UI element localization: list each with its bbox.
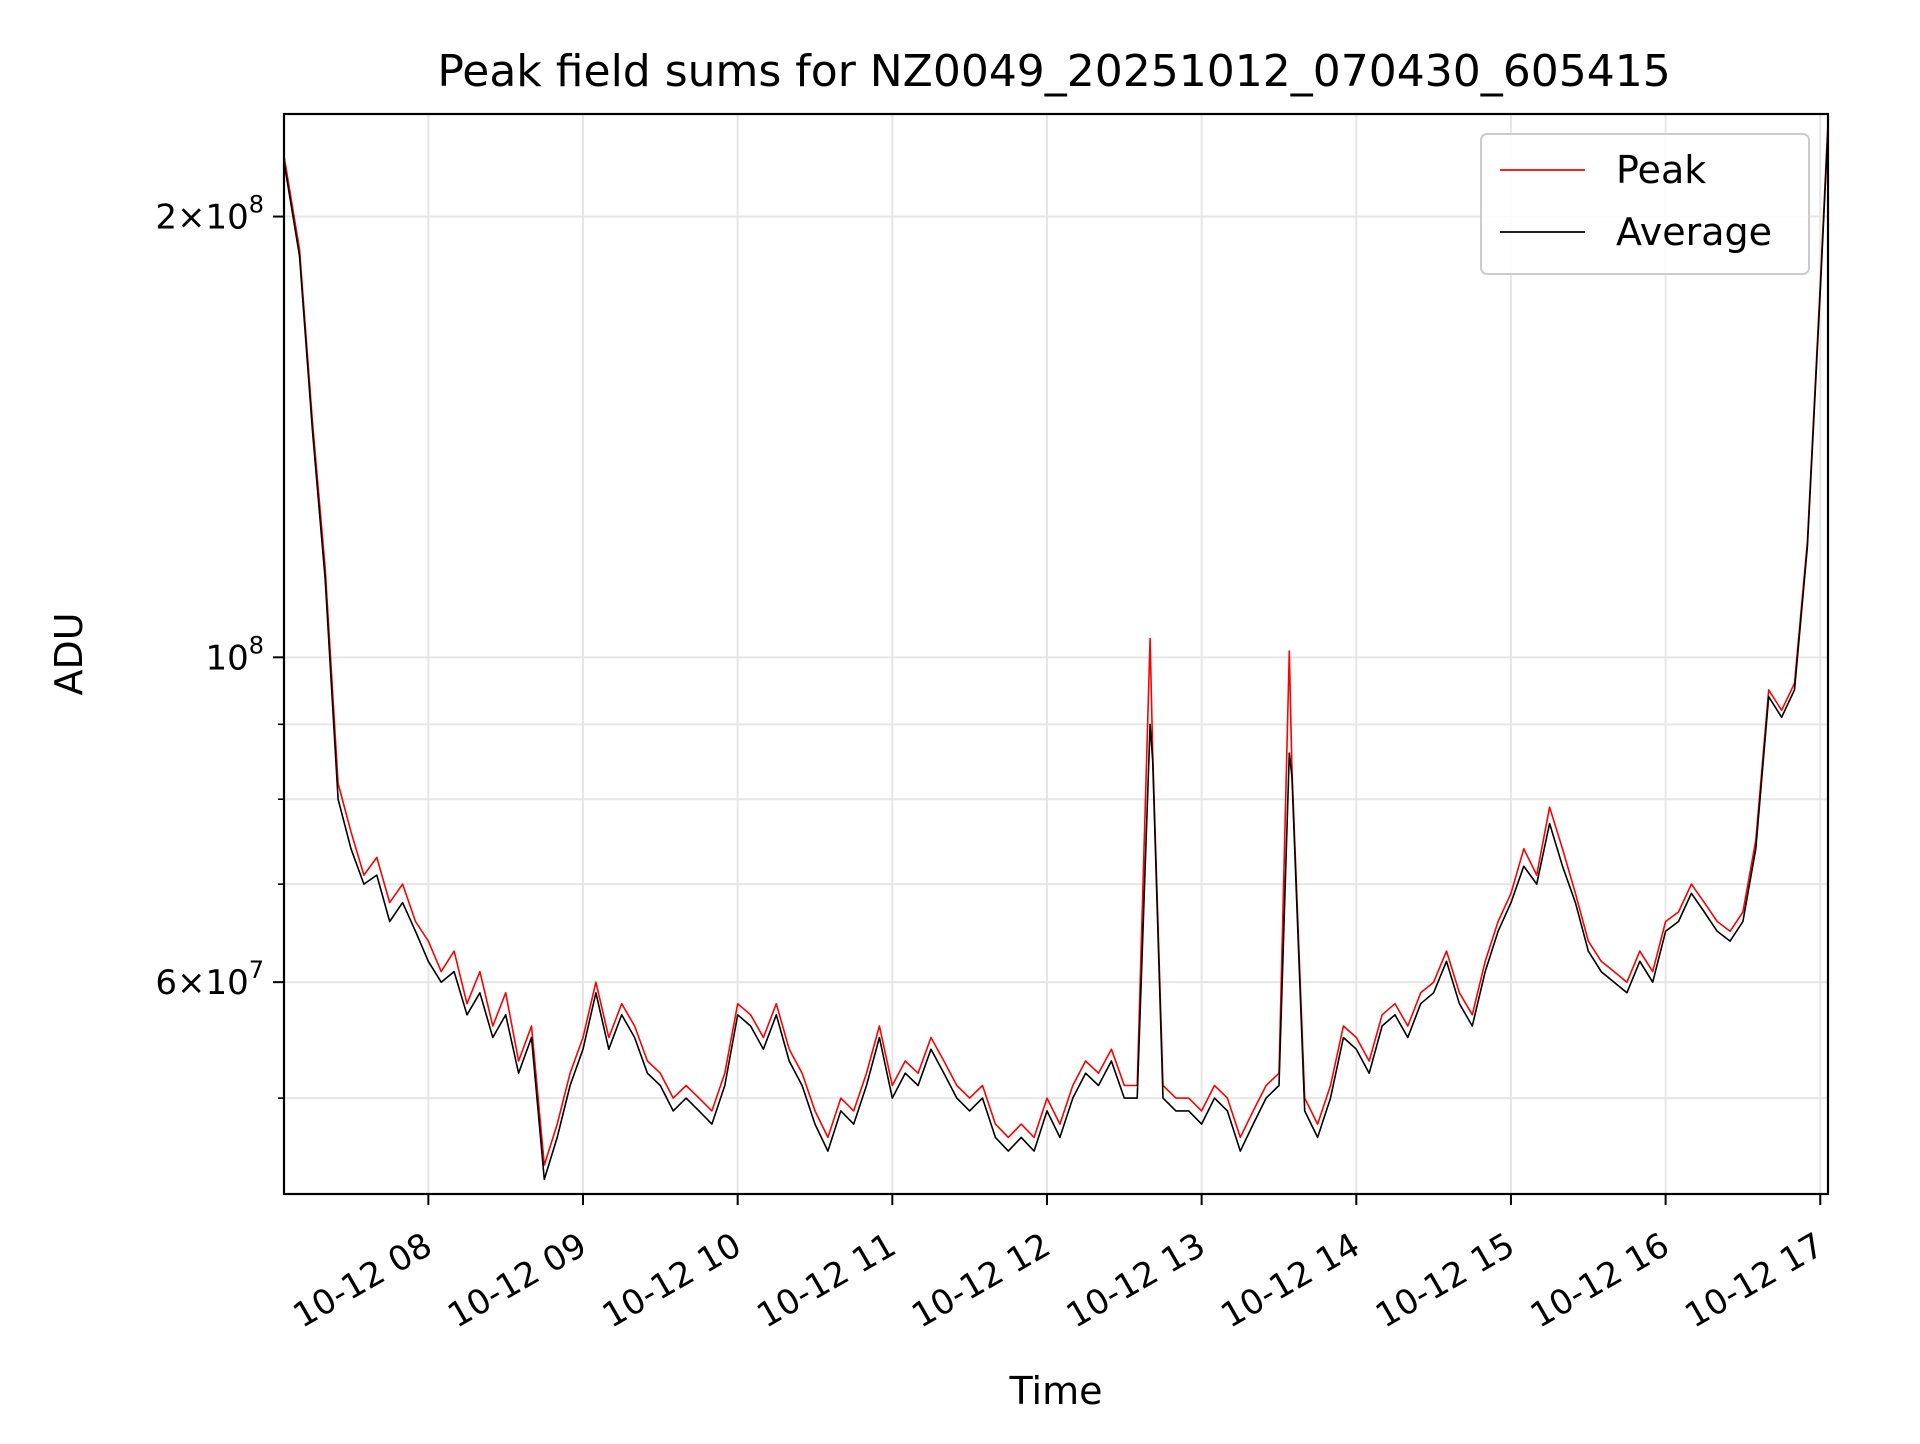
grid-lines bbox=[284, 114, 1828, 1194]
x-axis-label: Time bbox=[1009, 1369, 1103, 1413]
x-tick-label: 10-12 08 bbox=[286, 1225, 438, 1336]
y-tick-label: 2×108 bbox=[155, 191, 264, 238]
legend-box bbox=[1480, 133, 1810, 275]
x-tick-label: 10-12 10 bbox=[596, 1225, 748, 1336]
y-tick-label: 108 bbox=[205, 631, 264, 678]
x-tick-label: 10-12 17 bbox=[1678, 1225, 1830, 1336]
legend-average-label: Average bbox=[1616, 210, 1772, 254]
chart-title: Peak field sums for NZ0049_20251012_0704… bbox=[437, 46, 1670, 97]
legend: Peak Average bbox=[1480, 133, 1810, 275]
series-line-peak bbox=[283, 122, 1829, 1166]
y-axis-label: ADU bbox=[47, 612, 91, 695]
x-tick-label: 10-12 15 bbox=[1369, 1225, 1521, 1336]
x-axis-ticks: 10-12 08 10-12 09 10-12 10 10-12 11 10-12 12… bbox=[286, 1194, 1831, 1336]
x-tick-label: 10-12 14 bbox=[1214, 1225, 1366, 1336]
x-tick-label: 10-12 16 bbox=[1524, 1225, 1676, 1336]
y-tick-label: 6×107 bbox=[155, 956, 264, 1003]
y-axis-ticks: 6×107 108 2×108 bbox=[155, 191, 284, 1099]
series-line-average bbox=[283, 127, 1829, 1181]
x-tick-label: 10-12 09 bbox=[441, 1225, 593, 1336]
x-tick-label: 10-12 13 bbox=[1060, 1225, 1212, 1336]
plot-frame bbox=[282, 112, 1830, 1196]
legend-peak-label: Peak bbox=[1616, 148, 1706, 192]
x-tick-label: 10-12 11 bbox=[750, 1225, 902, 1336]
series-lines bbox=[283, 122, 1829, 1181]
x-tick-label: 10-12 12 bbox=[905, 1225, 1057, 1336]
